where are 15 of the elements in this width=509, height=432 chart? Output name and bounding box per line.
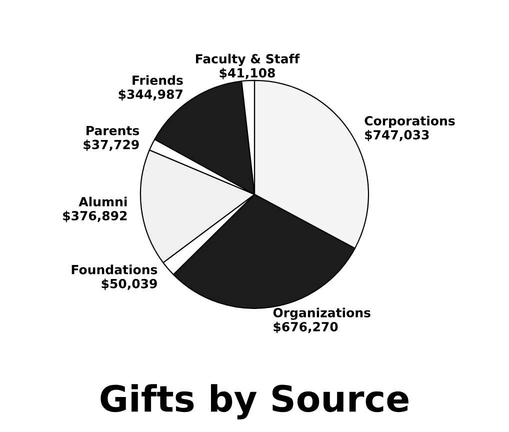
slice-label: Foundations	[72, 264, 158, 274]
data-label: $37,729	[84, 140, 139, 151]
data-label: $747,033	[365, 130, 429, 142]
data-label: $344,987	[118, 89, 182, 101]
slice-label: Friends	[132, 75, 183, 85]
text: Gifts by Source	[100, 384, 408, 420]
data-label: $676,270	[274, 322, 338, 334]
data-label: $376,892	[63, 210, 127, 222]
slice-label: Faculty & Staff	[196, 54, 300, 66]
slice-label: Organizations	[273, 308, 370, 320]
slice-label: Parents	[86, 126, 140, 136]
slice-label: Corporations	[364, 116, 455, 128]
data-label: $50,039	[102, 278, 157, 290]
data-label: $41,108	[220, 68, 275, 80]
slice-label: Alumni	[78, 196, 127, 206]
